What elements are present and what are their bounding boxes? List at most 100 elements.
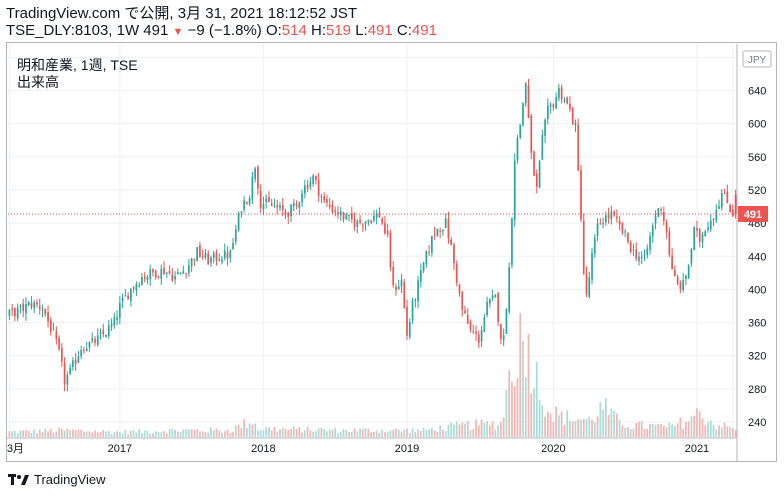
- candle-body: [83, 349, 85, 352]
- volume-bar: [541, 405, 544, 437]
- candle-body: [455, 264, 458, 283]
- candle-body: [356, 220, 359, 227]
- candle-body: [265, 198, 268, 202]
- volume-bar: [693, 415, 696, 437]
- candle-body: [303, 185, 306, 194]
- volume-bar: [552, 422, 555, 437]
- volume-bar: [132, 430, 135, 437]
- candle-body: [643, 254, 646, 256]
- volume-bar: [618, 419, 621, 437]
- candle-body: [33, 302, 36, 309]
- volume-bar: [55, 431, 58, 437]
- volume-bar: [201, 431, 204, 437]
- candle-body: [201, 255, 204, 258]
- volume-bar: [154, 431, 157, 437]
- candle-body: [240, 211, 243, 213]
- candle-body: [408, 322, 411, 337]
- volume-bar: [279, 429, 281, 437]
- volume-bar: [455, 421, 458, 437]
- candle-body: [320, 196, 323, 198]
- volume-bar: [649, 423, 651, 437]
- candle-body: [682, 279, 685, 290]
- candle-body: [665, 222, 668, 232]
- candle-body: [127, 295, 129, 300]
- candle-body: [212, 252, 215, 258]
- candle-body: [524, 83, 527, 104]
- volume-bar: [88, 431, 91, 437]
- candle-body: [91, 338, 94, 341]
- candle-body: [30, 302, 33, 308]
- candle-body: [350, 213, 353, 220]
- volume-bar: [257, 430, 259, 437]
- candle-body: [41, 309, 44, 312]
- candle-body: [384, 222, 386, 234]
- volume-bar: [635, 422, 638, 437]
- candle-body: [281, 204, 284, 211]
- candle-body: [298, 202, 301, 208]
- candle-body: [709, 220, 712, 230]
- volume-bar: [174, 429, 176, 437]
- candle-body: [80, 350, 83, 357]
- volume-bar: [591, 420, 593, 437]
- candle-body: [188, 265, 190, 274]
- volume-bar: [237, 424, 240, 437]
- volume-bar: [317, 428, 320, 437]
- candle-body: [591, 252, 593, 280]
- candle-body: [718, 206, 720, 209]
- currency-badge: [742, 50, 772, 68]
- candle-body: [732, 209, 734, 217]
- volume-bar: [38, 429, 41, 437]
- candle-body: [555, 97, 557, 109]
- volume-bar: [199, 431, 201, 437]
- candle-body: [160, 268, 163, 279]
- candle-body: [287, 212, 290, 217]
- candle-body: [392, 266, 395, 286]
- candle-body: [439, 230, 442, 233]
- volume-bar: [395, 428, 397, 437]
- candle-body: [16, 307, 19, 319]
- candle-body: [588, 277, 591, 297]
- volume-bar: [461, 422, 464, 437]
- volume-bar: [367, 428, 370, 437]
- candle-body: [77, 356, 80, 363]
- candle-body: [152, 269, 154, 273]
- volume-bar: [602, 409, 604, 437]
- candle-body: [602, 223, 604, 225]
- volume-bar: [353, 428, 356, 437]
- candle-body: [292, 203, 295, 207]
- volume-bar: [315, 431, 317, 437]
- chart-frame[interactable]: [6, 42, 777, 462]
- volume-bar: [494, 429, 497, 437]
- candle-body: [494, 294, 497, 298]
- volume-bar: [563, 425, 566, 437]
- candle-body: [569, 103, 571, 110]
- candle-body: [723, 193, 726, 195]
- candle-body: [599, 223, 602, 225]
- volume-bar: [361, 429, 364, 437]
- candle-body: [676, 276, 679, 284]
- volume-bar: [218, 430, 221, 437]
- footer-brand[interactable]: TradingView: [8, 472, 106, 487]
- candle-body: [345, 214, 348, 220]
- volume-bar: [538, 399, 541, 437]
- candle-body: [154, 270, 157, 278]
- volume-bar: [248, 423, 251, 437]
- volume-bar: [157, 431, 160, 437]
- candle-body: [163, 267, 165, 275]
- volume-bar: [651, 423, 654, 437]
- volume-bar: [36, 433, 38, 437]
- volume-bar: [428, 429, 430, 437]
- currency-label: JPY: [748, 55, 767, 66]
- candle-body: [331, 204, 334, 212]
- candle-body: [105, 334, 107, 337]
- volume-bar: [80, 429, 83, 437]
- volume-bar: [582, 419, 585, 437]
- volume-bar: [447, 424, 450, 437]
- volume-bar: [599, 402, 602, 437]
- volume-bar: [638, 421, 640, 437]
- candle-body: [395, 286, 397, 291]
- volume-bar: [596, 416, 599, 437]
- volume-bar: [555, 406, 557, 437]
- volume-bar: [356, 431, 359, 437]
